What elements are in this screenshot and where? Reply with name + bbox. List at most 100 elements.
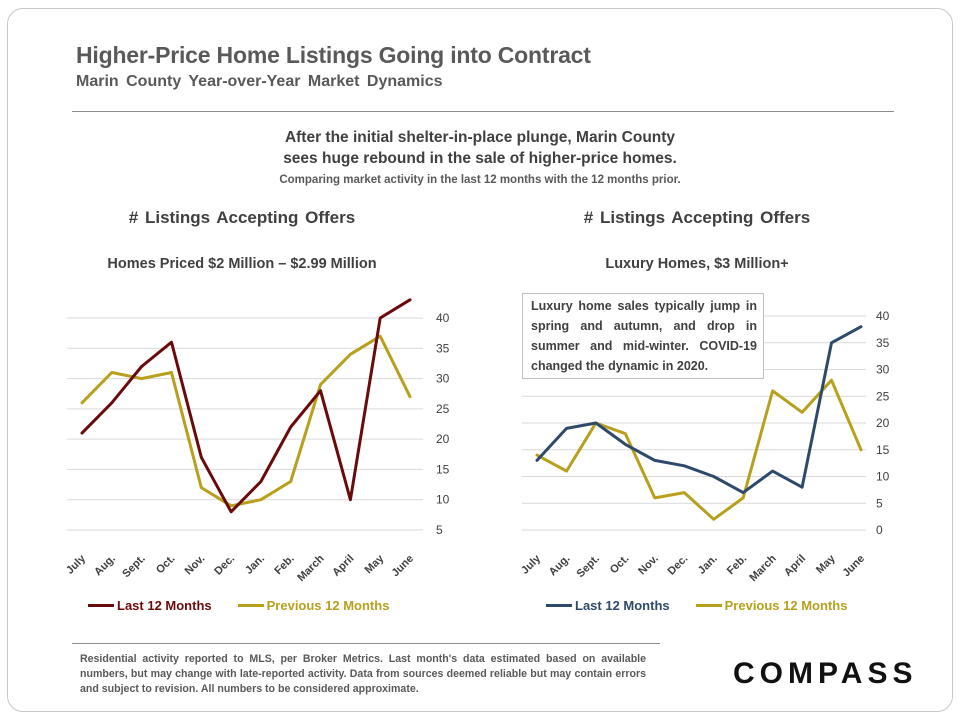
chart1-title: # Listings Accepting Offers xyxy=(128,208,356,227)
chart2-ytick-5: 5 xyxy=(876,496,883,510)
chart2-ytick-25: 25 xyxy=(876,389,890,403)
chart1-series-prev-point-3 xyxy=(170,371,173,374)
chart2-xtick-jan: Jan. xyxy=(696,553,720,577)
chart1-ytick-40: 40 xyxy=(436,311,450,325)
chart2-series-last-point-7 xyxy=(741,491,745,494)
chart1-series-last-point-7 xyxy=(289,425,292,429)
chart1-xtick-feb: Feb. xyxy=(272,553,296,577)
headline: After the initial shelter-in-place plung… xyxy=(180,127,780,169)
chart2-series-last-point-6 xyxy=(712,475,715,478)
chart2-series-prev-point-3 xyxy=(624,432,627,435)
chart2-series-last-point-10 xyxy=(830,341,833,344)
chart1-ytick-15: 15 xyxy=(436,462,450,476)
annotation-box: Luxury home sales typically jump in spri… xyxy=(522,293,764,379)
chart1-series-prev-point-7 xyxy=(289,480,292,483)
chart1-legend-last-label: Last 12 Months xyxy=(117,598,212,613)
top-divider xyxy=(72,111,894,112)
chart2-xtick-march: March xyxy=(747,552,779,584)
chart1-xtick-march: March xyxy=(295,552,327,584)
chart2-series-prev-point-6 xyxy=(712,518,715,521)
chart2-series-last-point-2 xyxy=(594,421,598,425)
chart1-subtitle: Homes Priced $2 Million – $2.99 Million xyxy=(107,256,377,272)
chart1-xtick-may: May xyxy=(363,552,387,576)
chart2-series-last-point-5 xyxy=(683,464,686,467)
chart1-xtick-jan: Jan. xyxy=(243,553,267,577)
chart2-ytick-40: 40 xyxy=(876,309,890,323)
chart1-xtick-sept: Sept. xyxy=(120,553,148,581)
chart2-xtick-oct: Oct. xyxy=(608,553,632,577)
chart2-series-last-point-9 xyxy=(800,486,804,489)
chart2-series-prev-point-9 xyxy=(800,411,804,414)
chart2-title: # Listings Accepting Offers xyxy=(583,208,811,227)
chart2-subtitle: Luxury Homes, $3 Million+ xyxy=(605,256,789,272)
chart1-series-last-point-0 xyxy=(80,431,84,435)
chart2-series-last-point-8 xyxy=(771,469,774,473)
chart2-ytick-10: 10 xyxy=(876,470,890,484)
chart2-xtick-nov: Nov. xyxy=(636,553,661,578)
chart2-xtick-aug: Aug. xyxy=(547,553,573,579)
chart2-series-prev-point-5 xyxy=(683,491,686,494)
chart1-series-last-point-3 xyxy=(170,341,173,344)
chart2-legend: Last 12 Months Previous 12 Months xyxy=(546,598,847,613)
chart1-series-last-point-4 xyxy=(200,456,203,459)
chart1-series-prev-point-0 xyxy=(80,401,84,404)
chart2-series-prev-point-11 xyxy=(859,448,863,451)
chart2-xtick-april: April xyxy=(782,553,808,579)
chart1-series-last-point-11 xyxy=(408,298,412,302)
chart2-xtick-feb: Feb. xyxy=(725,553,749,577)
headline-line-2: sees huge rebound in the sale of higher-… xyxy=(283,150,677,167)
chart2-xtick-sept: Sept. xyxy=(575,553,603,581)
page-subtitle: Marin County Year-over-Year Market Dynam… xyxy=(76,73,443,90)
compass-logo: COMPASS xyxy=(733,657,918,690)
chart2-series-prev-point-4 xyxy=(653,496,657,500)
chart2-ytick-30: 30 xyxy=(876,363,890,377)
headline-line-1: After the initial shelter-in-place plung… xyxy=(284,129,676,146)
chart1-ytick-35: 35 xyxy=(436,341,450,355)
chart2-series-prev-point-7 xyxy=(741,496,745,500)
chart1-ytick-20: 20 xyxy=(436,432,450,446)
chart1-legend-last-swatch xyxy=(88,604,114,607)
chart1-xtick-dec: Dec. xyxy=(212,553,237,578)
chart2-legend-last-label: Last 12 Months xyxy=(575,598,670,613)
chart1-xtick-july: July xyxy=(64,552,89,577)
page-title: Higher-Price Home Listings Going into Co… xyxy=(76,42,591,68)
chart2-xtick-dec: Dec. xyxy=(665,553,690,578)
chart1-legend: Last 12 Months Previous 12 Months xyxy=(88,598,389,613)
chart2-series-last-12-months-line xyxy=(535,325,863,495)
chart1-series-last-point-9 xyxy=(349,498,352,501)
chart2-series-last-point-11 xyxy=(859,325,863,328)
chart1-xtick-oct: Oct. xyxy=(154,553,178,577)
chart1-series-last-point-1 xyxy=(110,401,114,404)
chart1-series-prev-point-1 xyxy=(110,371,114,374)
slide-frame xyxy=(7,8,953,712)
chart1-series-prev-point-10 xyxy=(378,334,382,338)
chart1-legend-prev-label: Previous 12 Months xyxy=(266,598,390,613)
chart1-series-prev-point-11 xyxy=(408,395,412,398)
chart1-series-prev-point-2 xyxy=(140,377,143,380)
chart2-ytick-0: 0 xyxy=(876,523,883,537)
chart2-ytick-20: 20 xyxy=(876,416,890,430)
chart1-series-prev-point-9 xyxy=(349,353,352,356)
chart2-xtick-june: June xyxy=(840,553,867,580)
chart1-series-prev-point-6 xyxy=(259,498,263,501)
chart2-ytick-15: 15 xyxy=(876,443,890,457)
chart2-legend-last-swatch xyxy=(546,604,572,607)
chart1-xtick-nov: Nov. xyxy=(183,553,208,578)
chart1-ytick-10: 10 xyxy=(436,493,450,507)
chart1-series-prev-point-8 xyxy=(319,383,322,386)
chart1-series-last-point-8 xyxy=(319,389,322,392)
chart2-series-previous-12-months-line xyxy=(535,378,863,521)
bottom-divider xyxy=(72,643,660,644)
chart1-xtick-june: June xyxy=(389,553,416,580)
chart1-ytick-5: 5 xyxy=(436,523,443,537)
chart1-xtick-april: April xyxy=(330,553,356,579)
chart1-series-last-point-10 xyxy=(378,316,382,320)
footnote: Residential activity reported to MLS, pe… xyxy=(80,653,646,695)
chart2-legend-prev-label: Previous 12 Months xyxy=(724,598,848,613)
chart1-series-last-point-6 xyxy=(259,480,263,483)
chart2-ytick-35: 35 xyxy=(876,336,890,350)
chart2-xtick-may: May xyxy=(814,552,838,576)
chart2-series-prev-point-10 xyxy=(830,379,833,382)
chart2-xtick-july: July xyxy=(519,552,544,577)
